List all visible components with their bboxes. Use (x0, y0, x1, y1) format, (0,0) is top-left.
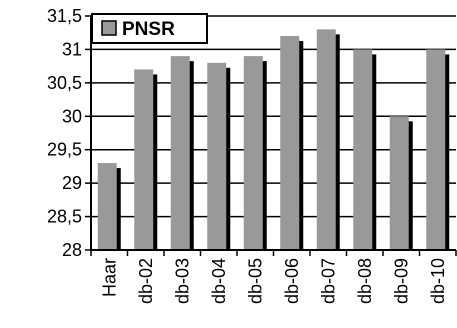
legend-swatch (101, 20, 117, 36)
y-tick-label-3: 29,5 (47, 140, 82, 160)
y-tick-label-0: 28 (62, 240, 82, 260)
legend: PNSR (91, 13, 208, 44)
legend-label-pnsr: PNSR (122, 19, 175, 40)
bar-db-02 (134, 69, 154, 250)
bar-db-08 (353, 49, 373, 250)
y-tick-labels: 28 28,5 29 29,5 30 30,5 31 31,5 (47, 6, 82, 260)
x-tick-label-db-05: db-05 (245, 258, 265, 304)
bar-db-06 (280, 36, 300, 250)
bar-db-10 (426, 49, 446, 250)
bar-db-07 (316, 29, 336, 250)
x-tick-labels: Haar db-02 db-03 db-04 db-05 db-06 db-07 db-08 d… (99, 258, 448, 304)
bars-group (97, 29, 450, 251)
y-tick-label-7: 31,5 (47, 6, 82, 26)
x-tick-label-db-02: db-02 (136, 258, 156, 304)
x-tick-label-db-03: db-03 (172, 258, 192, 304)
bar-Haar (97, 163, 117, 250)
x-tick-label-db-08: db-08 (355, 258, 375, 304)
y-tick-label-4: 30 (62, 106, 82, 126)
bar-db-09 (389, 116, 409, 251)
x-tick-label-db-07: db-07 (318, 258, 338, 304)
bar-db-04 (207, 62, 227, 250)
x-tick-label-db-10: db-10 (428, 258, 448, 304)
bar-db-03 (170, 56, 190, 250)
y-tick-label-2: 29 (62, 173, 82, 193)
axes-group (85, 15, 457, 256)
x-tick-label-db-04: db-04 (209, 258, 229, 304)
x-tick-label-db-09: db-09 (391, 258, 411, 304)
bar-db-05 (243, 56, 263, 250)
x-tick-label-Haar: Haar (99, 258, 119, 297)
y-tick-label-1: 28,5 (47, 207, 82, 227)
y-tick-label-6: 31 (62, 39, 82, 59)
x-tick-label-db-06: db-06 (282, 258, 302, 304)
y-tick-label-5: 30,5 (47, 73, 82, 93)
